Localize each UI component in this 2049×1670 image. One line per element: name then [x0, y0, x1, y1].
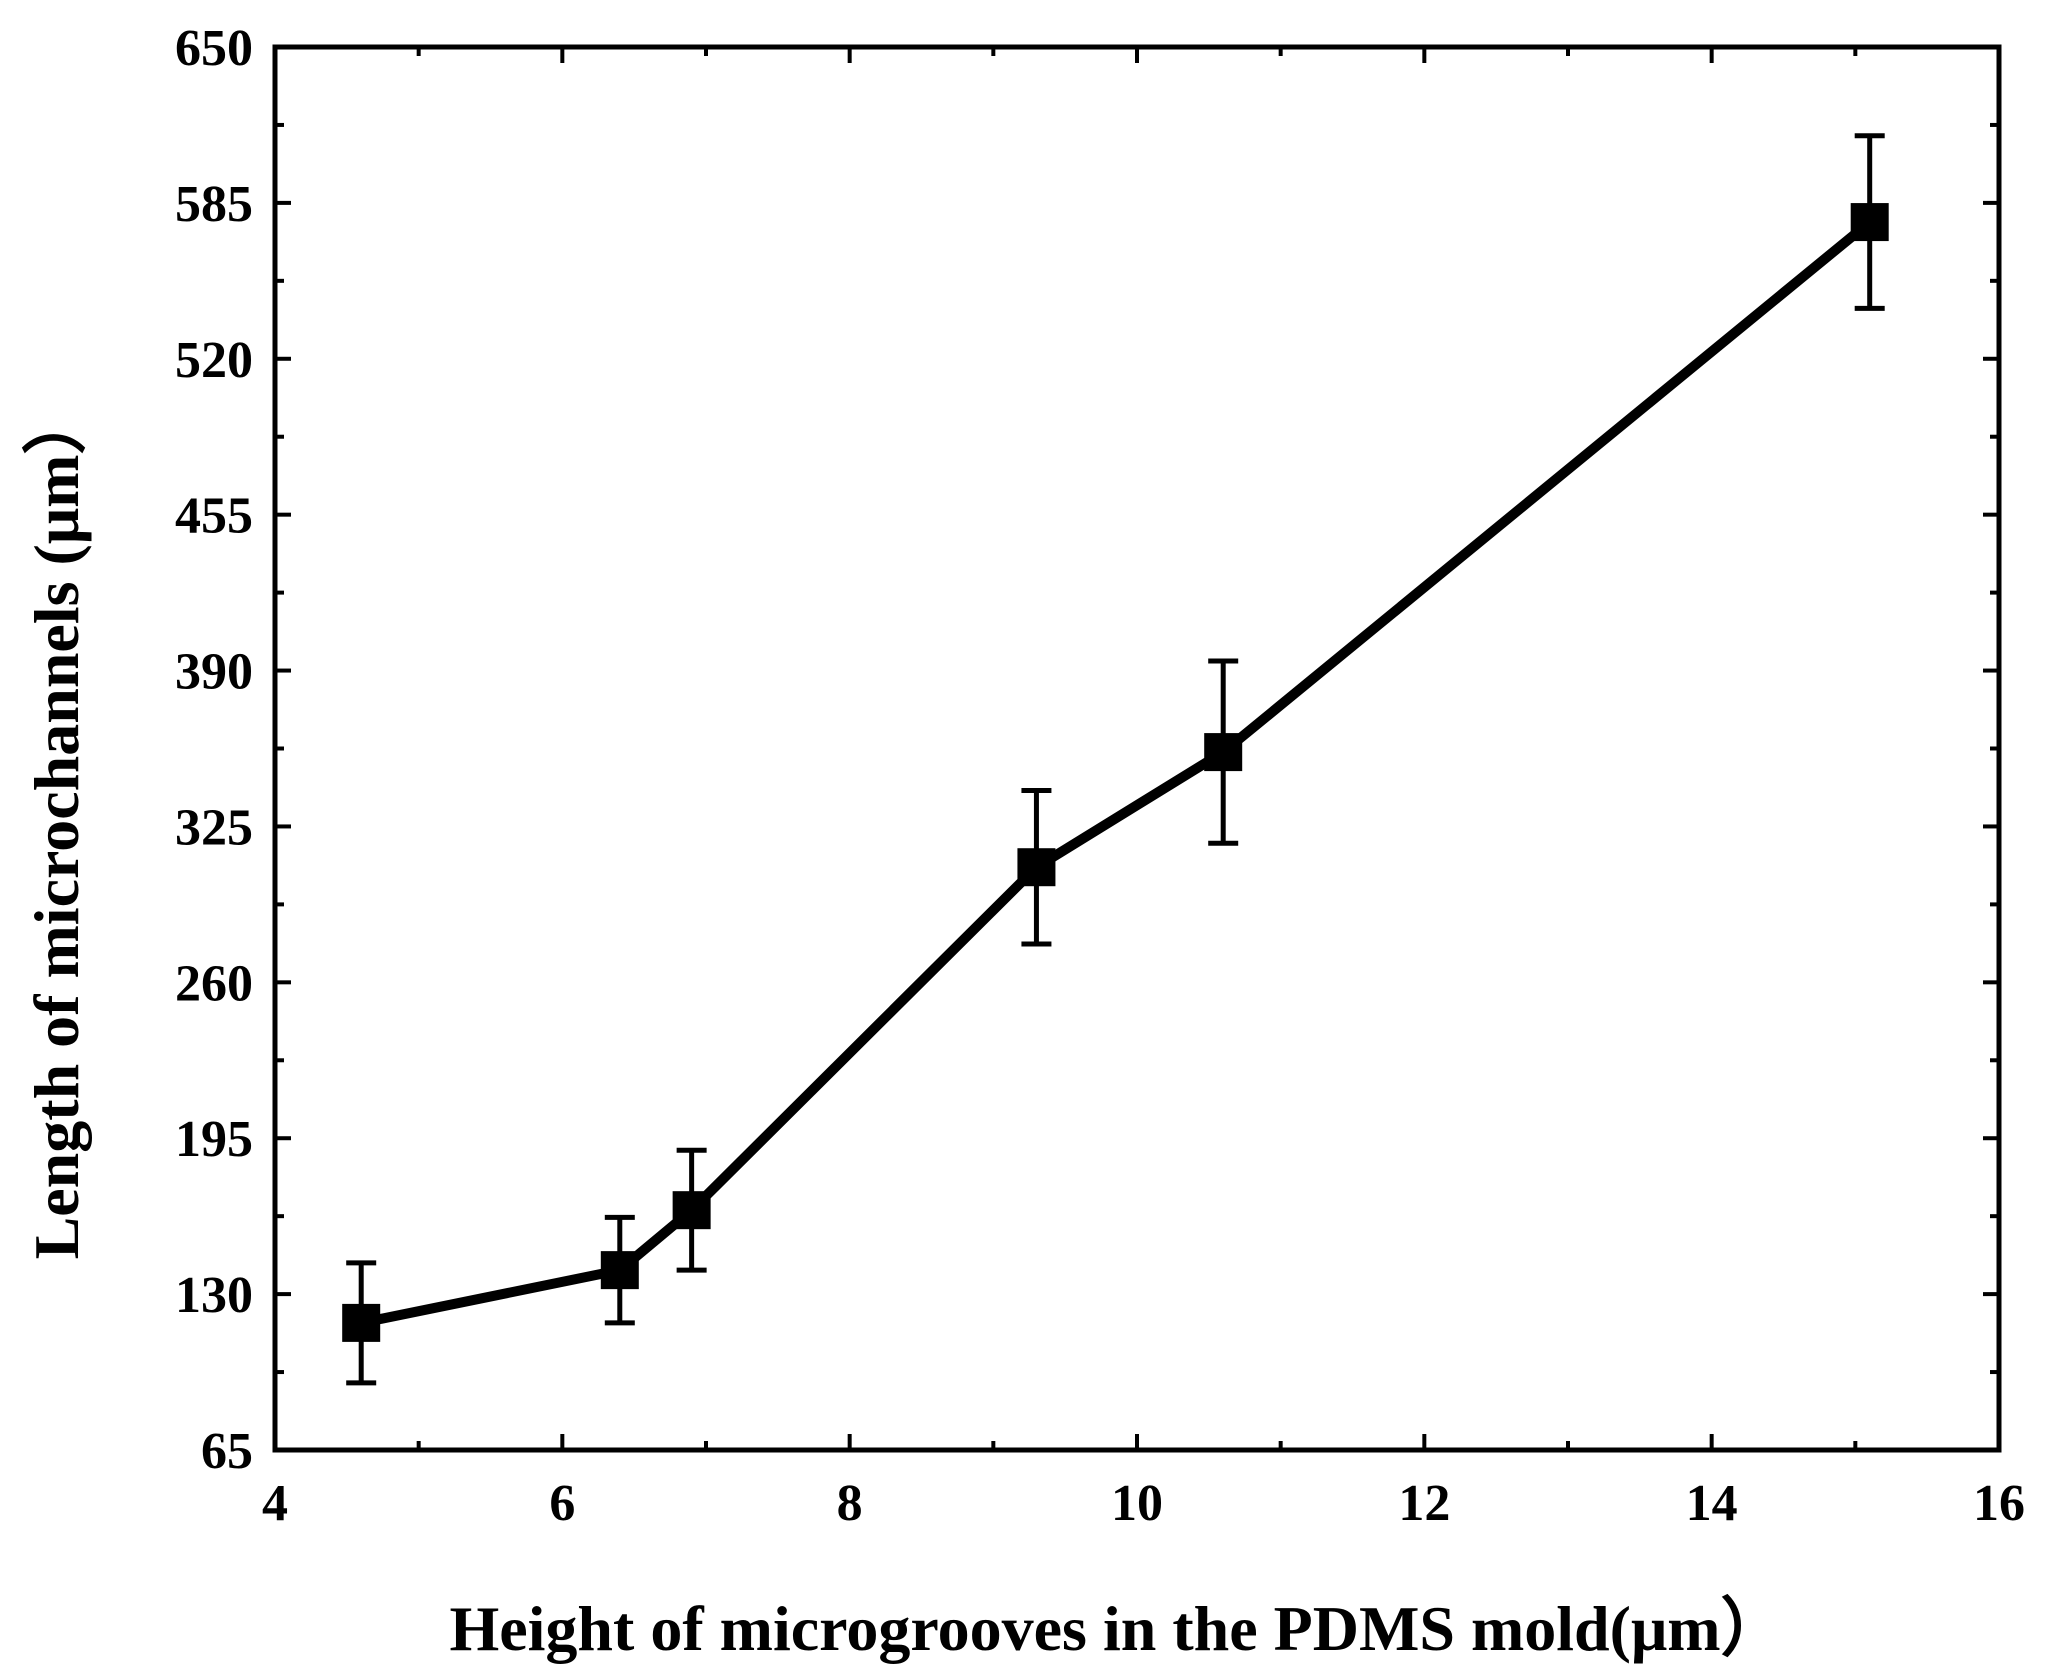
y-tick-label: 130	[175, 1267, 253, 1324]
data-point-marker	[342, 1303, 381, 1342]
plot-frame	[272, 44, 2002, 1453]
data-point-marker	[672, 1191, 711, 1230]
x-axis-title: Height of microgrooves in the PDMS mold(…	[449, 1593, 1784, 1664]
x-tick-label: 14	[1686, 1475, 1738, 1532]
y-tick-label: 455	[175, 488, 253, 545]
y-tick-label: 260	[175, 955, 253, 1012]
tick-labels-group: 4 6 8 10 12 14 16 65 130 195 260 325 390 455 520 585 650	[175, 20, 2025, 1532]
y-tick-label: 520	[175, 332, 253, 389]
plot-frame-group	[272, 44, 2002, 1453]
data-point-marker	[1204, 733, 1243, 772]
data-point-marker	[1017, 848, 1056, 887]
x-tick-label: 16	[1973, 1475, 2025, 1532]
x-tick-label: 6	[549, 1475, 575, 1532]
y-tick-label: 650	[175, 20, 253, 77]
y-tick-label: 390	[175, 644, 253, 701]
x-tick-label: 10	[1111, 1475, 1163, 1532]
x-tick-label: 12	[1398, 1475, 1450, 1532]
data-point-marker	[600, 1251, 639, 1290]
data-point-marker	[1850, 203, 1889, 242]
x-tick-label: 8	[837, 1475, 863, 1532]
y-tick-label: 325	[175, 799, 253, 856]
x-tick-label: 4	[262, 1475, 288, 1532]
ticks-group	[273, 45, 2001, 1452]
y-tick-label: 65	[201, 1423, 253, 1480]
y-tick-label: 195	[175, 1111, 253, 1168]
y-tick-label: 585	[175, 176, 253, 233]
y-axis-title: Length of microchannels (μm）	[21, 391, 92, 1260]
series-group	[342, 133, 1889, 1386]
series-line	[360, 218, 1873, 1328]
